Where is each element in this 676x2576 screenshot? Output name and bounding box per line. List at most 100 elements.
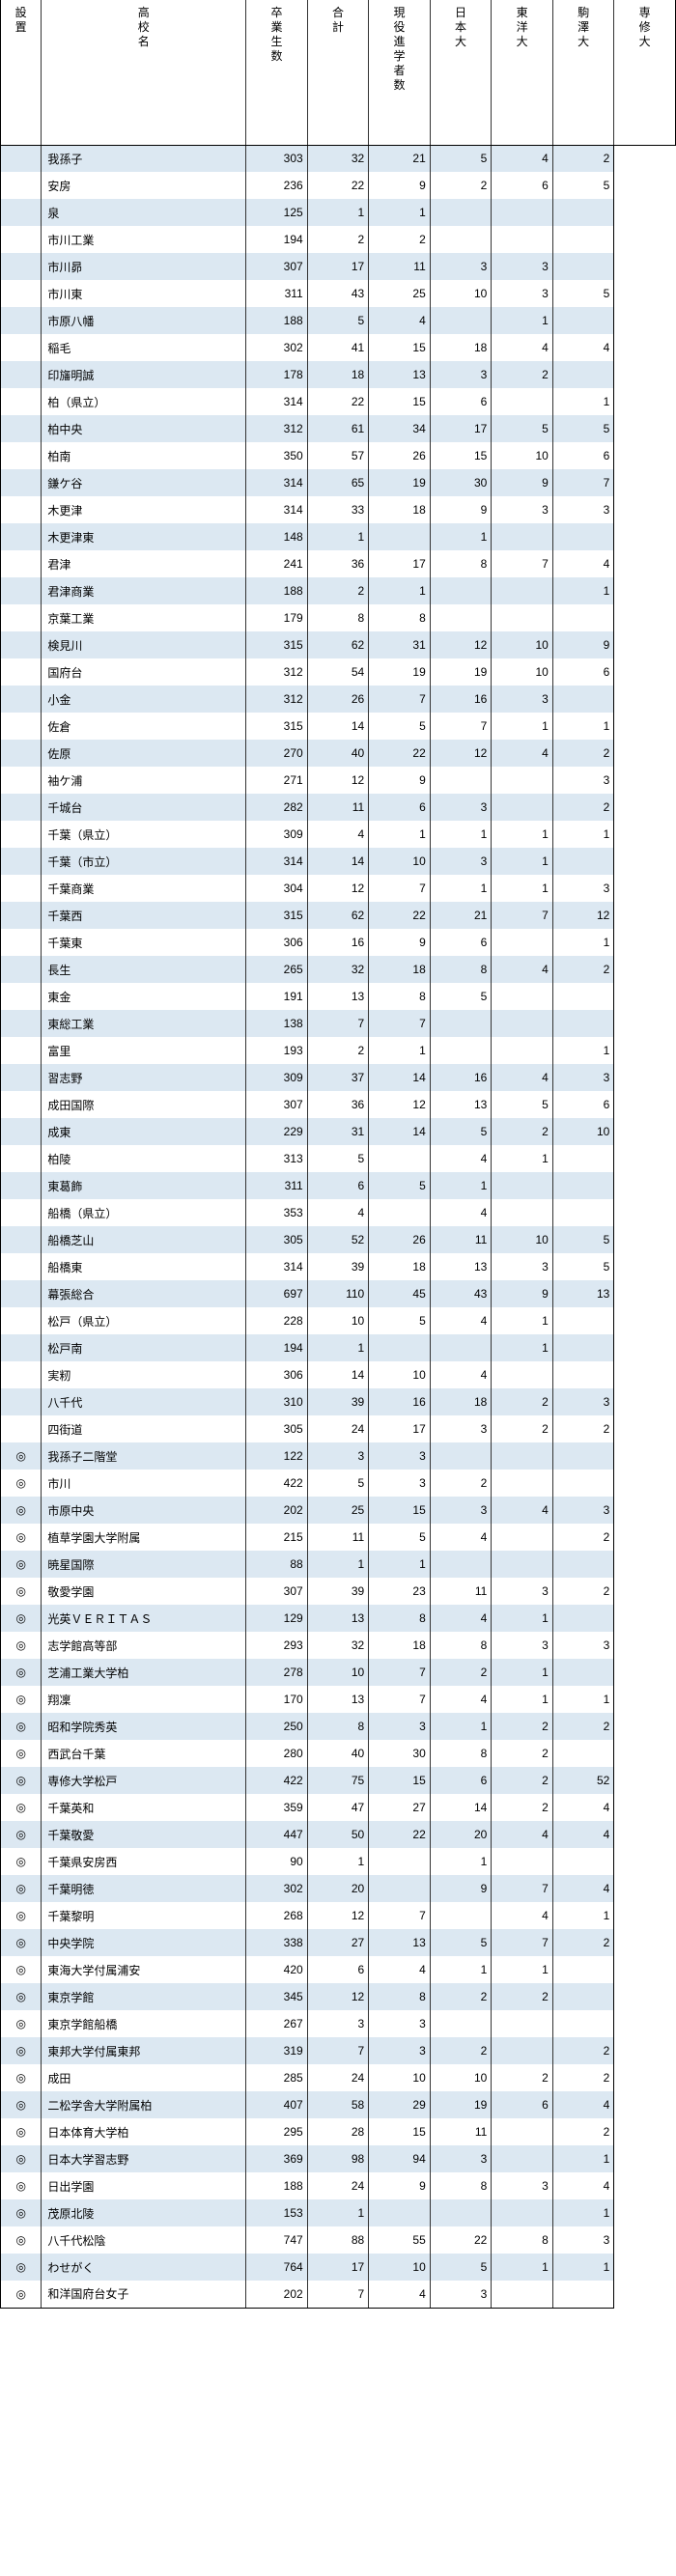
value-cell: 315 (246, 631, 308, 658)
table-row: ◎東京学館船橋26733 (1, 2010, 676, 2037)
mark-cell: ◎ (1, 1551, 42, 1578)
value-cell: 1 (430, 1713, 492, 1740)
value-cell: 7 (369, 1659, 431, 1686)
value-cell: 65 (307, 469, 369, 496)
table-row: 松戸南19411 (1, 1334, 676, 1361)
value-cell: 3 (552, 496, 614, 523)
value-cell: 311 (246, 280, 308, 307)
value-cell: 2 (552, 956, 614, 983)
value-cell: 8 (430, 956, 492, 983)
value-cell (430, 604, 492, 631)
value-cell: 1 (492, 1605, 553, 1632)
table-row: ◎市原中央2022515343 (1, 1497, 676, 1524)
value-cell: 6 (369, 794, 431, 821)
value-cell: 314 (246, 1253, 308, 1280)
value-cell (552, 1307, 614, 1334)
mark-cell (1, 550, 42, 577)
table-row: ◎東邦大学付属東邦3197322 (1, 2037, 676, 2064)
value-cell: 25 (307, 1497, 369, 1524)
value-cell: 4 (492, 740, 553, 767)
mark-cell (1, 848, 42, 875)
value-cell: 31 (307, 1118, 369, 1145)
table-row: 千葉（県立）30941111 (1, 821, 676, 848)
value-cell: 3 (430, 1497, 492, 1524)
value-cell (492, 2145, 553, 2172)
value-cell: 313 (246, 1145, 308, 1172)
value-cell: 1 (369, 1037, 431, 1064)
table-row: 安房236229265 (1, 172, 676, 199)
value-cell: 57 (307, 442, 369, 469)
school-name-cell: 習志野 (42, 1064, 246, 1091)
value-cell (552, 1145, 614, 1172)
value-cell: 2 (552, 740, 614, 767)
value-cell: 90 (246, 1848, 308, 1875)
school-name-cell: 稲毛 (42, 334, 246, 361)
value-cell: 8 (430, 2172, 492, 2199)
value-cell: 304 (246, 875, 308, 902)
mark-cell: ◎ (1, 2254, 42, 2281)
value-cell: 17 (430, 415, 492, 442)
school-name-cell: 東邦大学付属東邦 (42, 2037, 246, 2064)
mark-cell: ◎ (1, 2226, 42, 2254)
value-cell: 2 (430, 2037, 492, 2064)
value-cell: 3 (552, 767, 614, 794)
value-cell: 1 (492, 1145, 553, 1172)
value-cell: 1 (307, 1551, 369, 1578)
value-cell: 2 (552, 1524, 614, 1551)
value-cell: 236 (246, 172, 308, 199)
value-cell: 305 (246, 1226, 308, 1253)
table-row: 市川昴307171133 (1, 253, 676, 280)
school-name-cell: 日本体育大学柏 (42, 2118, 246, 2145)
value-cell (492, 1442, 553, 1470)
value-cell: 4 (552, 1875, 614, 1902)
school-name-cell: 安房 (42, 172, 246, 199)
value-cell: 1 (492, 1956, 553, 1983)
table-row: 稲毛30241151844 (1, 334, 676, 361)
table-row: 四街道3052417322 (1, 1415, 676, 1442)
value-cell: 6 (552, 658, 614, 686)
value-cell: 2 (552, 2064, 614, 2091)
value-cell: 6 (552, 442, 614, 469)
value-cell: 4 (552, 334, 614, 361)
value-cell: 5 (430, 2254, 492, 2281)
value-cell: 764 (246, 2254, 308, 2281)
value-cell (492, 604, 553, 631)
value-cell: 5 (369, 1172, 431, 1199)
value-cell: 9 (369, 929, 431, 956)
table-row: 千葉西315622221712 (1, 902, 676, 929)
value-cell (552, 1334, 614, 1361)
value-cell (552, 1361, 614, 1388)
value-cell (492, 577, 553, 604)
value-cell: 24 (307, 2064, 369, 2091)
school-data-table: 設置高校名卒業生数合計現役進学者数日本大東洋大駒澤大専修大 我孫子3033221… (0, 0, 676, 2309)
value-cell: 54 (307, 658, 369, 686)
table-row: 実籾30614104 (1, 1361, 676, 1388)
value-cell: 5 (492, 1091, 553, 1118)
value-cell: 338 (246, 1929, 308, 1956)
value-cell: 5 (430, 1118, 492, 1145)
mark-cell (1, 496, 42, 523)
value-cell: 28 (307, 2118, 369, 2145)
value-cell: 229 (246, 1118, 308, 1145)
mark-cell (1, 956, 42, 983)
value-cell: 1 (430, 1172, 492, 1199)
value-cell: 10 (492, 631, 553, 658)
value-cell: 1 (492, 2254, 553, 2281)
value-cell: 88 (307, 2226, 369, 2254)
value-cell: 13 (307, 983, 369, 1010)
value-cell (552, 2281, 614, 2308)
mark-cell: ◎ (1, 1983, 42, 2010)
mark-cell (1, 253, 42, 280)
table-row: 東葛飾311651 (1, 1172, 676, 1199)
value-cell: 15 (369, 2118, 431, 2145)
value-cell: 30 (430, 469, 492, 496)
school-name-cell: 東葛飾 (42, 1172, 246, 1199)
value-cell: 3 (552, 1388, 614, 1415)
value-cell: 34 (369, 415, 431, 442)
mark-cell: ◎ (1, 2145, 42, 2172)
value-cell: 37 (307, 1064, 369, 1091)
mark-cell (1, 415, 42, 442)
table-header: 設置高校名卒業生数合計現役進学者数日本大東洋大駒澤大専修大 (1, 0, 676, 145)
col-header-7: 駒澤大 (552, 0, 614, 145)
value-cell: 305 (246, 1415, 308, 1442)
